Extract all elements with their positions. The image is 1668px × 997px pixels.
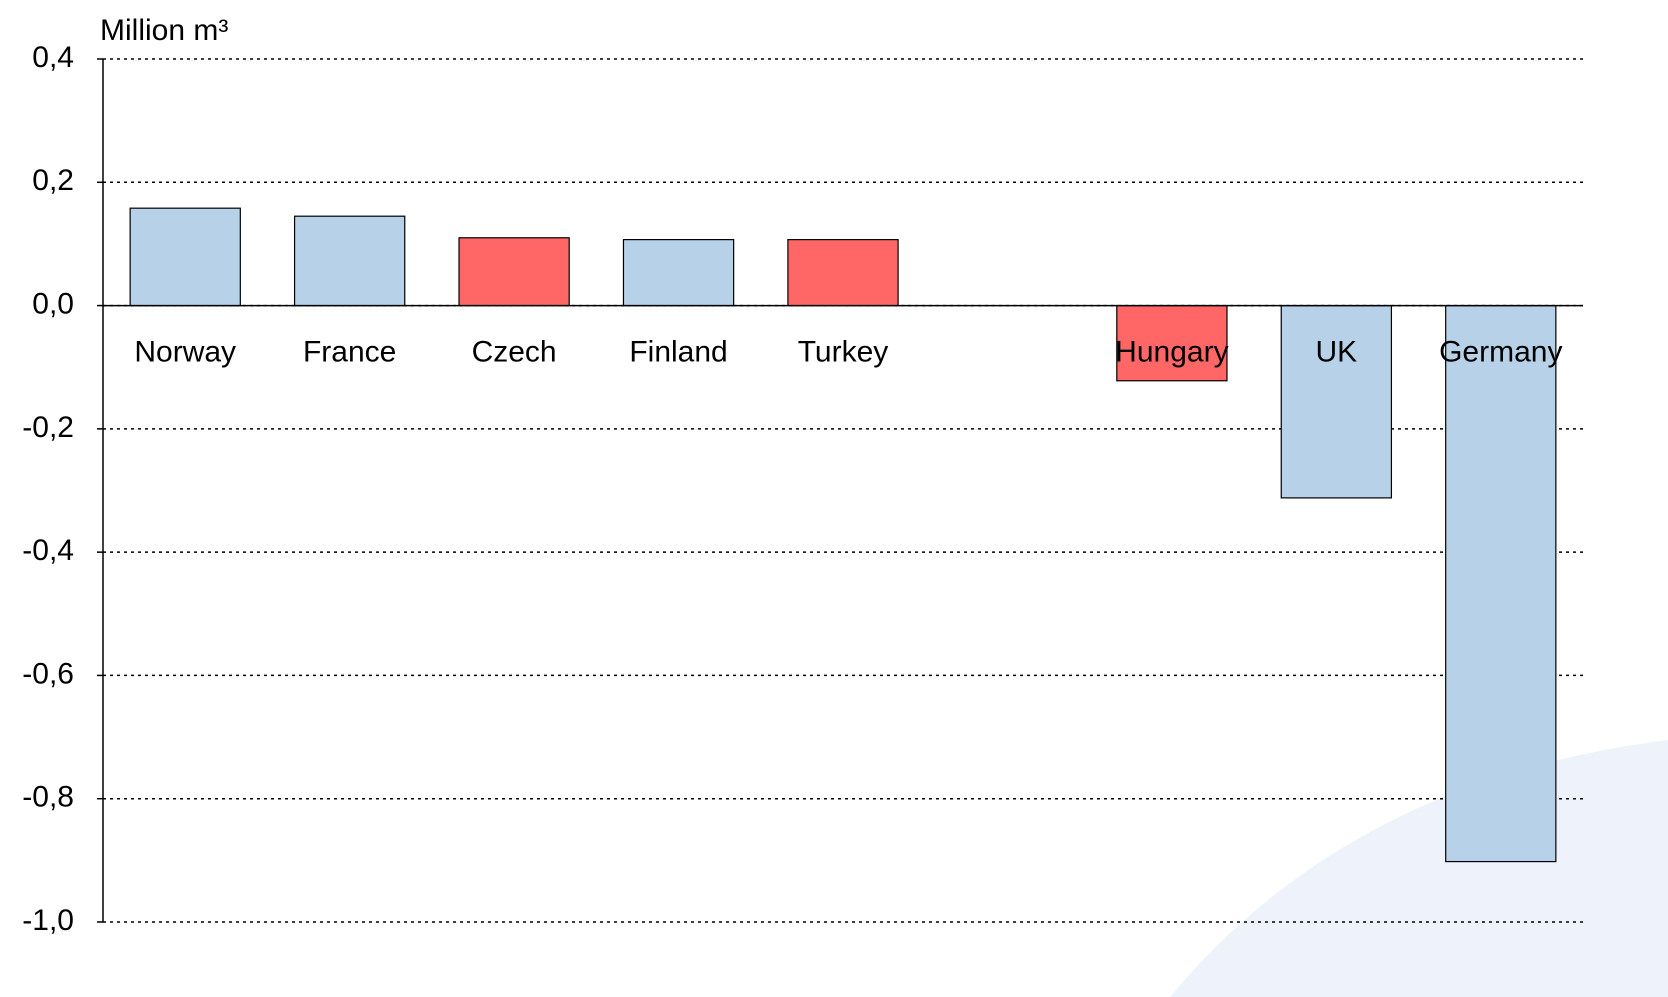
x-tick-label: Hungary (1115, 335, 1228, 368)
x-tick-label: Czech (472, 335, 557, 368)
y-axis-label: Million m³ (100, 14, 228, 47)
bar (129, 207, 241, 307)
y-tick-label: 0,2 (32, 164, 74, 197)
background-decoration (1170, 740, 1668, 997)
x-tick-label: Norway (134, 335, 236, 368)
bar (622, 239, 735, 307)
y-tick-label: -0,2 (22, 411, 74, 444)
bar (1445, 304, 1557, 863)
y-tick-label: 0,0 (32, 287, 74, 320)
x-tick-label: UK (1315, 335, 1357, 368)
x-tick-label: Turkey (798, 335, 889, 368)
y-tick-label: -1,0 (22, 904, 74, 937)
bar (458, 237, 570, 307)
bar (787, 239, 899, 307)
y-tick-label: -0,8 (22, 781, 74, 814)
y-tick-label: -0,4 (22, 534, 74, 567)
x-tick-label: France (303, 335, 396, 368)
y-tick-label: -0,6 (22, 657, 74, 690)
y-tick-label: 0,4 (32, 41, 74, 74)
bar (1280, 304, 1393, 499)
bar (1116, 304, 1228, 382)
x-tick-label: Finland (629, 335, 727, 368)
x-tick-label: Germany (1439, 335, 1562, 368)
bar (293, 215, 406, 307)
